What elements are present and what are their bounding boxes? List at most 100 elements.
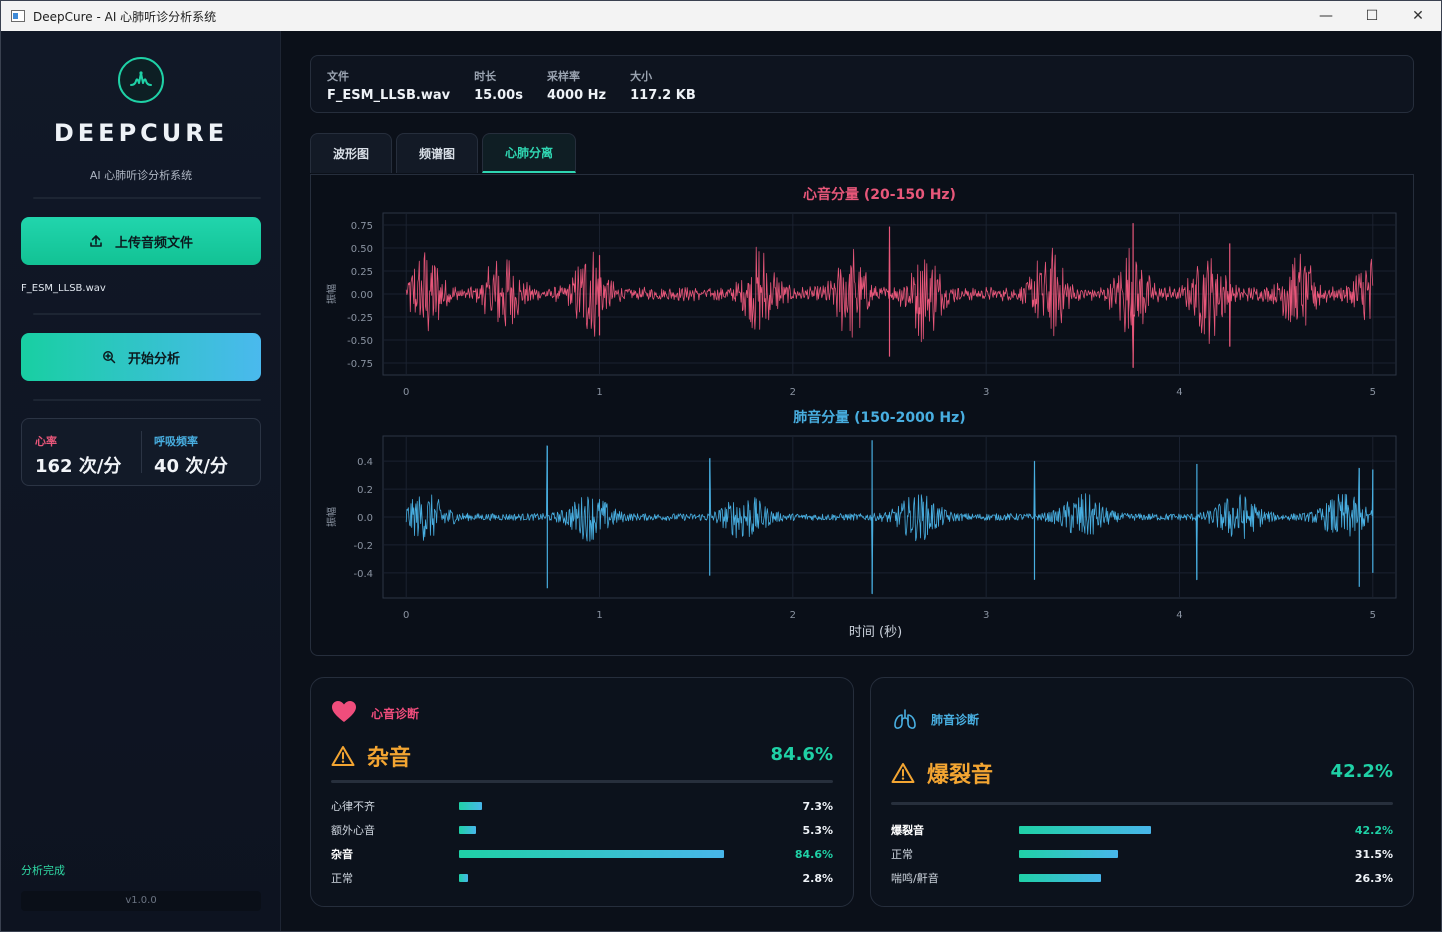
heart-rate-label: 心率	[35, 435, 57, 448]
prob-value: 26.3%	[1354, 871, 1393, 885]
analyze-button-label: 开始分析	[127, 351, 180, 367]
file-info-item: 文件 F_ESM_LLSB.wav	[327, 68, 450, 112]
divider	[33, 399, 261, 401]
y-tick-label: 0.00	[351, 290, 373, 301]
y-tick-label: -0.50	[347, 336, 373, 347]
version-label: v1.0.0	[21, 891, 261, 911]
prob-value: 84.6%	[794, 847, 833, 861]
x-tick-label: 2	[790, 387, 796, 398]
file-info-bar: 文件 F_ESM_LLSB.wav 时长 15.00s 采样率 4000 Hz …	[310, 55, 1414, 113]
plot-panel: 0.75 0.50 0.25 0.00 -0.25 -0.50 -0.75 0 1 2 3 4 5 心音分…	[310, 174, 1414, 656]
view-tabs: 波形图 频谱图 心肺分离	[310, 133, 580, 175]
warning-icon	[891, 763, 915, 783]
file-info-item: 大小 117.2 KB	[630, 68, 696, 112]
y-tick-label: 0.50	[351, 244, 373, 255]
y-tick-label: -0.2	[353, 541, 373, 552]
start-analysis-button[interactable]: 开始分析	[21, 333, 261, 381]
x-tick-label: 4	[1176, 610, 1182, 621]
prob-value: 7.3%	[802, 799, 833, 813]
divider	[331, 780, 833, 783]
maximize-button[interactable]: ☐	[1365, 8, 1379, 24]
logo-icon	[118, 57, 164, 103]
lung-diagnosis-card: 肺音诊断 爆裂音 42.2% 爆裂音 42.2% 正常 31.5% 喘鸣/鼾音 26.…	[870, 677, 1414, 907]
lung-confidence: 42.2%	[1330, 761, 1393, 782]
file-info-key: 大小	[630, 70, 653, 83]
prob-value: 2.8%	[802, 871, 833, 885]
signal-line-lung	[405, 445, 1374, 595]
y-tick-label: 0.2	[357, 485, 373, 496]
prob-label: 心律不齐	[331, 800, 375, 813]
minimize-button[interactable]: —	[1319, 8, 1333, 24]
lung-diagnosis: 爆裂音	[891, 757, 993, 789]
heart-diagnosis: 杂音	[331, 740, 411, 772]
heart-rate-vital: 心率 162 次/分	[22, 419, 141, 485]
sidebar: DEEPCURE AI 心肺听诊分析系统 上传音频文件 F_ESM_LLSB.w…	[1, 31, 281, 931]
prob-bar	[459, 802, 482, 810]
close-button[interactable]: ✕	[1412, 8, 1424, 24]
heart-card-title: 心音诊断	[371, 707, 420, 721]
x-tick-label: 3	[983, 610, 989, 621]
prob-label: 喘鸣/鼾音	[891, 872, 939, 885]
chart-title: 肺音分量 (150-2000 Hz)	[793, 409, 965, 426]
tab-spectrogram[interactable]: 频谱图	[396, 133, 479, 173]
x-tick-label: 3	[983, 387, 989, 398]
file-info-item: 时长 15.00s	[474, 68, 523, 112]
search-zoom-icon	[103, 351, 116, 364]
heart-prob-row: 杂音 84.6%	[331, 842, 833, 866]
tab-heart-lung-separation[interactable]: 心肺分离	[482, 133, 577, 173]
y-axis-label: 振幅	[325, 507, 338, 527]
heart-diagnosis-card: 心音诊断 杂音 84.6% 心律不齐 7.3% 额外心音 5.3% 杂音 84.6% …	[310, 677, 854, 907]
title-bar[interactable]: DeepCure - AI 心肺听诊分析系统 — ☐ ✕	[1, 1, 1441, 31]
y-tick-label: -0.75	[347, 359, 373, 370]
tab-waveform[interactable]: 波形图	[310, 133, 393, 173]
y-tick-label: 0.0	[357, 513, 373, 524]
prob-label: 爆裂音	[891, 824, 924, 837]
heart-prob-row: 正常 2.8%	[331, 866, 833, 890]
prob-bar	[1019, 850, 1118, 858]
y-tick-label: -0.4	[353, 569, 373, 580]
lung-diagnosis-label: 爆裂音	[927, 763, 994, 788]
analysis-status: 分析完成	[21, 864, 65, 877]
x-tick-label: 2	[790, 610, 796, 621]
resp-rate-vital: 呼吸频率 40 次/分	[141, 431, 260, 477]
vitals-panel: 心率 162 次/分 呼吸频率 40 次/分	[21, 418, 261, 486]
lung-card-title: 肺音诊断	[931, 713, 980, 727]
x-tick-label: 0	[403, 610, 409, 621]
subplot-1: 0.4 0.2 0.0 -0.2 -0.4 0 1 2 3 4 5 肺音分量 (150-2000 Hz…	[325, 409, 1397, 640]
app-icon	[11, 10, 25, 22]
file-info-value: 117.2 KB	[630, 88, 696, 103]
upload-button-label: 上传音频文件	[114, 235, 193, 251]
prob-label: 额外心音	[331, 824, 375, 837]
file-info-value: 15.00s	[474, 88, 523, 103]
heart-icon	[332, 701, 356, 722]
resp-rate-value: 40 次/分	[154, 456, 228, 477]
x-tick-label: 5	[1370, 387, 1376, 398]
prob-value: 31.5%	[1354, 847, 1393, 861]
x-tick-label: 1	[596, 610, 602, 621]
main-content: 文件 F_ESM_LLSB.wav 时长 15.00s 采样率 4000 Hz …	[282, 31, 1441, 931]
heart-confidence: 84.6%	[770, 744, 833, 765]
x-tick-label: 4	[1176, 387, 1182, 398]
prob-bar	[459, 826, 476, 834]
file-info-key: 采样率	[546, 70, 580, 83]
file-info-value: F_ESM_LLSB.wav	[327, 88, 451, 103]
prob-bar	[459, 850, 724, 858]
warning-icon	[331, 746, 355, 766]
heart-diagnosis-label: 杂音	[367, 746, 412, 771]
prob-label: 正常	[891, 848, 913, 861]
file-info-item: 采样率 4000 Hz	[547, 68, 606, 112]
heart-rate-value: 162 次/分	[35, 456, 122, 477]
prob-label: 杂音	[331, 848, 353, 861]
prob-bar	[459, 874, 468, 882]
file-info-value: 4000 Hz	[546, 88, 607, 103]
prob-label: 正常	[331, 872, 353, 885]
heart-probability-list: 心律不齐 7.3% 额外心音 5.3% 杂音 84.6% 正常 2.8%	[331, 794, 833, 890]
resp-rate-label: 呼吸频率	[154, 435, 198, 448]
divider	[33, 313, 261, 315]
upload-audio-button[interactable]: 上传音频文件	[21, 217, 261, 265]
brand-name: DEEPCURE	[53, 119, 229, 147]
heart-prob-row: 心律不齐 7.3%	[331, 794, 833, 818]
prob-value: 42.2%	[1354, 823, 1393, 837]
lung-prob-row: 喘鸣/鼾音 26.3%	[891, 866, 1393, 890]
